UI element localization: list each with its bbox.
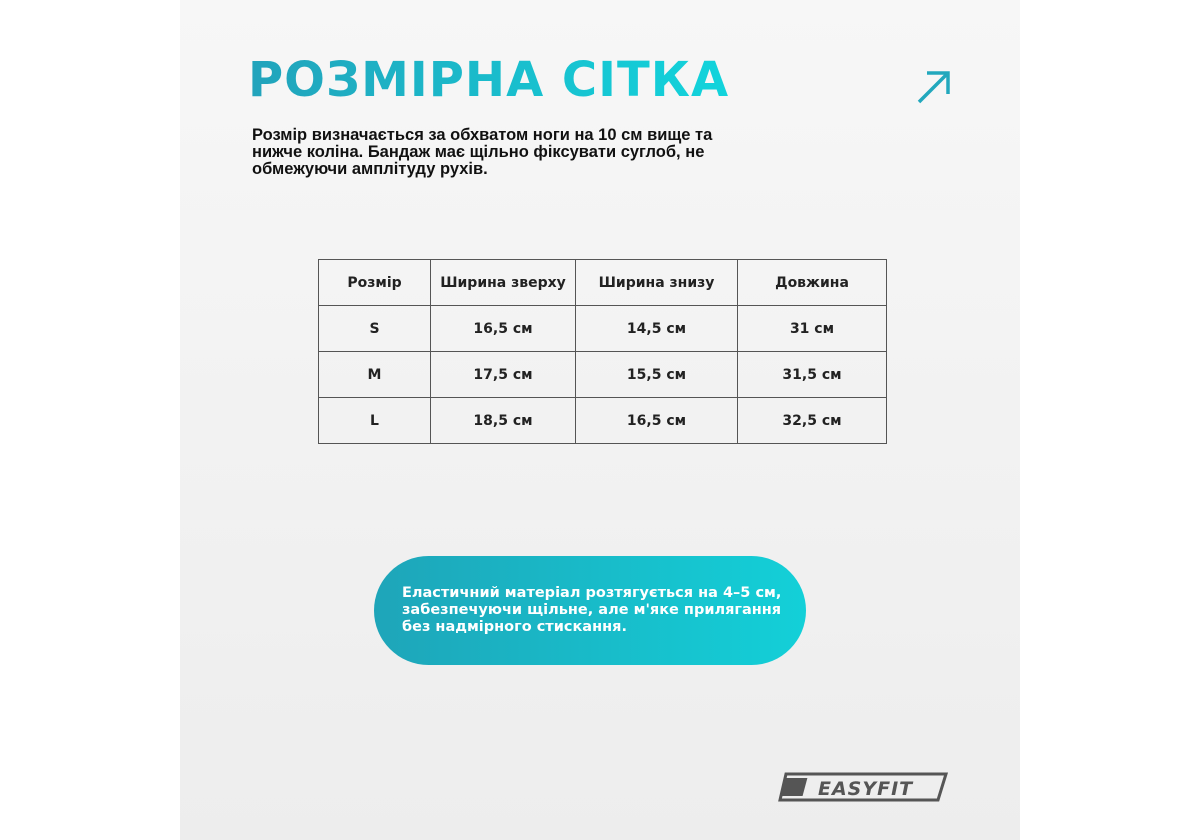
table-header-row: Розмір Ширина зверху Ширина знизу Довжин… [318, 259, 887, 306]
cell-length: 32,5 см [737, 397, 887, 444]
svg-text:EASYFIT: EASYFIT [818, 778, 914, 800]
cell-top-width: 17,5 см [430, 351, 576, 398]
cell-size: L [318, 397, 431, 444]
size-table: Розмір Ширина зверху Ширина знизу Довжин… [318, 259, 887, 444]
header-size: Розмір [318, 259, 431, 306]
cell-top-width: 18,5 см [430, 397, 576, 444]
cell-size: M [318, 351, 431, 398]
arrow-up-right-icon [917, 71, 950, 104]
cell-bottom-width: 16,5 см [575, 397, 738, 444]
size-description: Розмір визначається за обхватом ноги на … [252, 126, 713, 178]
header-bottom-width: Ширина знизу [575, 259, 738, 306]
cell-length: 31 см [737, 305, 887, 352]
cell-bottom-width: 15,5 см [575, 351, 738, 398]
page-title: РОЗМІРНА СІТКА [248, 52, 730, 108]
size-chart-card: РОЗМІРНА СІТКА Розмір визначається за об… [180, 0, 1020, 840]
cell-length: 31,5 см [737, 351, 887, 398]
header-length: Довжина [737, 259, 887, 306]
elasticity-note-text: Еластичний матеріал розтягується на 4–5 … [402, 585, 782, 635]
table-row: S 16,5 см 14,5 см 31 см [318, 305, 887, 352]
table-row: L 18,5 см 16,5 см 32,5 см [318, 397, 887, 444]
elasticity-note: Еластичний матеріал розтягується на 4–5 … [374, 556, 806, 665]
header-top-width: Ширина зверху [430, 259, 576, 306]
cell-size: S [318, 305, 431, 352]
table-row: M 17,5 см 15,5 см 31,5 см [318, 351, 887, 398]
cell-bottom-width: 14,5 см [575, 305, 738, 352]
easyfit-logo: EASYFIT [778, 772, 948, 802]
cell-top-width: 16,5 см [430, 305, 576, 352]
